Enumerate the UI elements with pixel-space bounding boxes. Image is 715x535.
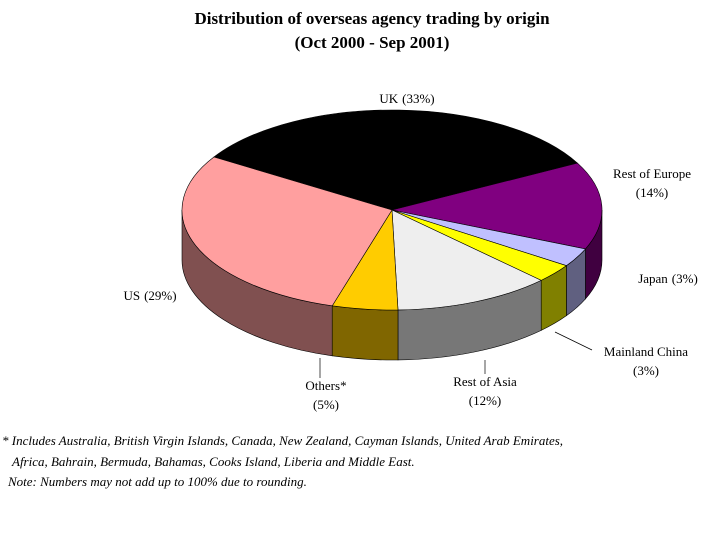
chart-subtitle: (Oct 2000 - Sep 2001) bbox=[295, 33, 450, 52]
slice-label: Rest of Asia bbox=[453, 374, 517, 389]
slice bbox=[213, 109, 579, 211]
slice-value-label: (3%) bbox=[633, 363, 659, 378]
leader-line bbox=[554, 331, 593, 351]
slice-side bbox=[331, 305, 399, 361]
slice-value-label: (29%) bbox=[144, 288, 177, 303]
slice-label: Mainland China bbox=[604, 344, 688, 359]
footnote: Note: Numbers may not add up to 100% due… bbox=[7, 474, 307, 489]
slice bbox=[391, 209, 542, 311]
slice-value-label: (33%) bbox=[402, 91, 435, 106]
slice-label-group: Japan (3%) bbox=[638, 271, 698, 286]
slice-label: US bbox=[123, 288, 140, 303]
slice-label-group: US (29%) bbox=[123, 288, 176, 303]
slice-label: Japan bbox=[638, 271, 668, 286]
slice-value-label: (12%) bbox=[469, 393, 502, 408]
footnote: Africa, Bahrain, Bermuda, Bahamas, Cooks… bbox=[11, 454, 415, 469]
slice-label: UK bbox=[379, 91, 398, 106]
slice-value-label: (3%) bbox=[672, 271, 698, 286]
slice bbox=[391, 162, 603, 250]
slice-value-label: (14%) bbox=[636, 185, 669, 200]
slice bbox=[181, 156, 393, 307]
footnote: * Includes Australia, British Virgin Isl… bbox=[2, 433, 563, 448]
chart-title: Distribution of overseas agency trading … bbox=[194, 9, 550, 28]
slice-label: Others* bbox=[305, 378, 346, 393]
slice-label-group: UK (33%) bbox=[379, 91, 434, 106]
slice-label: Rest of Europe bbox=[613, 166, 691, 181]
slice-value-label: (5%) bbox=[313, 397, 339, 412]
